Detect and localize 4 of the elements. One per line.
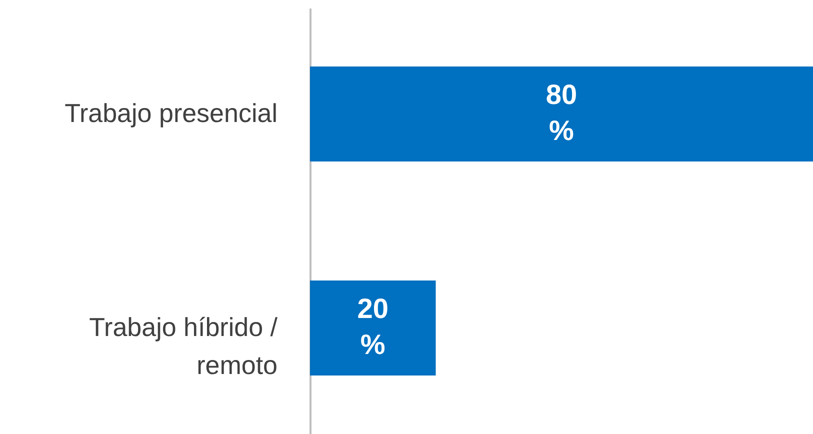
data-label: 20 % [357,293,388,360]
y-tick-label: Trabajo híbrido / remoto [89,312,278,380]
y-tick-label: Trabajo presencial [64,98,278,128]
data-label: 80 % [546,78,578,146]
